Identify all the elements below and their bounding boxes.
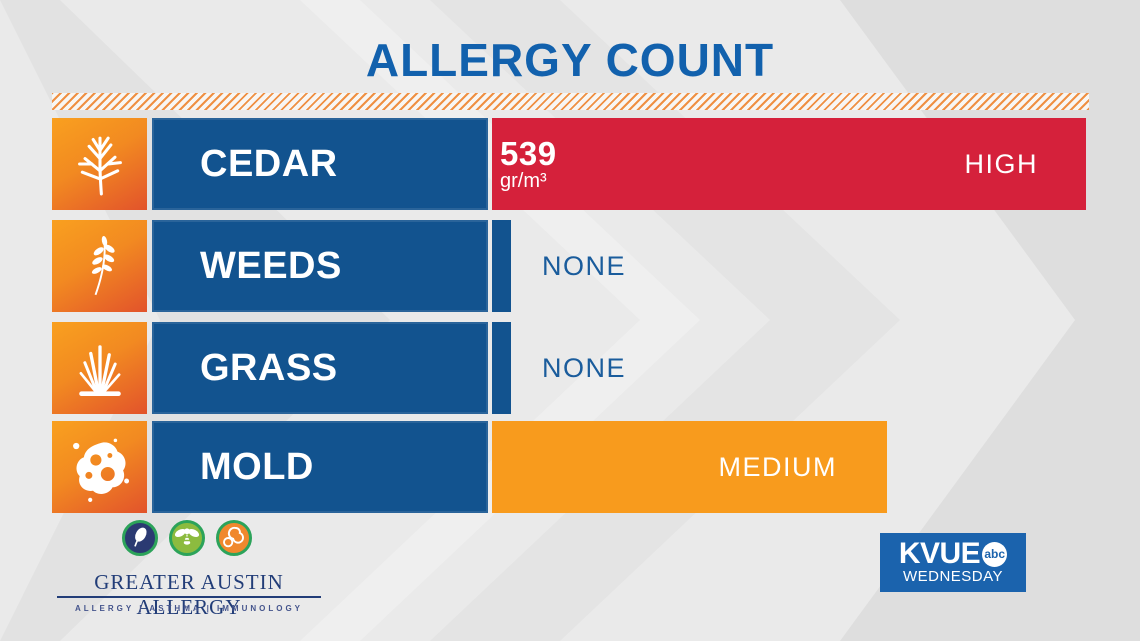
allergen-label-weeds: WEEDS: [152, 220, 488, 312]
weeds-icon: [52, 220, 147, 312]
weeds-level-label: NONE: [542, 250, 627, 281]
allergen-label-cedar: CEDAR: [152, 118, 488, 210]
station-day-label: WEDNESDAY: [902, 568, 1004, 586]
abc-network-icon: abc: [982, 541, 1008, 567]
cedar-count: 539 gr/m³: [500, 137, 557, 191]
divider-stripes: [52, 93, 1089, 110]
cedar-level-label: HIGH: [964, 148, 1038, 179]
mold-level-label: MEDIUM: [718, 451, 837, 482]
page-title: ALLERGY COUNT: [365, 34, 775, 86]
allergy-row-mold: MOLD MEDIUM: [52, 421, 1140, 513]
grass-level-bar: [492, 322, 511, 414]
station-badge: KVUE abc WEDNESDAY: [880, 533, 1026, 592]
weeds-level-bar: [492, 220, 511, 312]
grass-icon: [52, 322, 147, 414]
mold-icon: [52, 421, 147, 513]
allergen-label-mold: MOLD: [152, 421, 488, 513]
leaf-icon: [122, 520, 158, 556]
bee-icon: [169, 520, 205, 556]
station-call-sign: KVUE: [898, 537, 981, 571]
station-logo-row: KVUE abc: [898, 537, 1008, 571]
clinic-name: GREATER AUSTIN ALLERGY: [94, 570, 284, 619]
peanut-icon: [216, 520, 252, 556]
clinic-tagline: ALLERGY | ASTHMA | IMMUNOLOGY: [74, 604, 304, 613]
cedar-level-bar: 539 gr/m³ HIGH: [492, 118, 1086, 210]
allergy-row-cedar: CEDAR 539 gr/m³ HIGH: [52, 118, 1140, 210]
clinic-divider-line: [57, 596, 321, 598]
clinic-logo-icons: [122, 520, 252, 556]
cedar-count-value: 539: [500, 135, 557, 172]
grass-level-label: NONE: [542, 352, 627, 383]
allergen-label-grass: GRASS: [152, 322, 488, 414]
allergy-row-weeds: WEEDS NONE: [52, 220, 1140, 312]
allergy-row-grass: GRASS NONE: [52, 322, 1140, 414]
cedar-count-unit: gr/m³: [500, 170, 547, 192]
mold-level-bar: MEDIUM: [492, 421, 887, 513]
cedar-icon: [52, 118, 147, 210]
